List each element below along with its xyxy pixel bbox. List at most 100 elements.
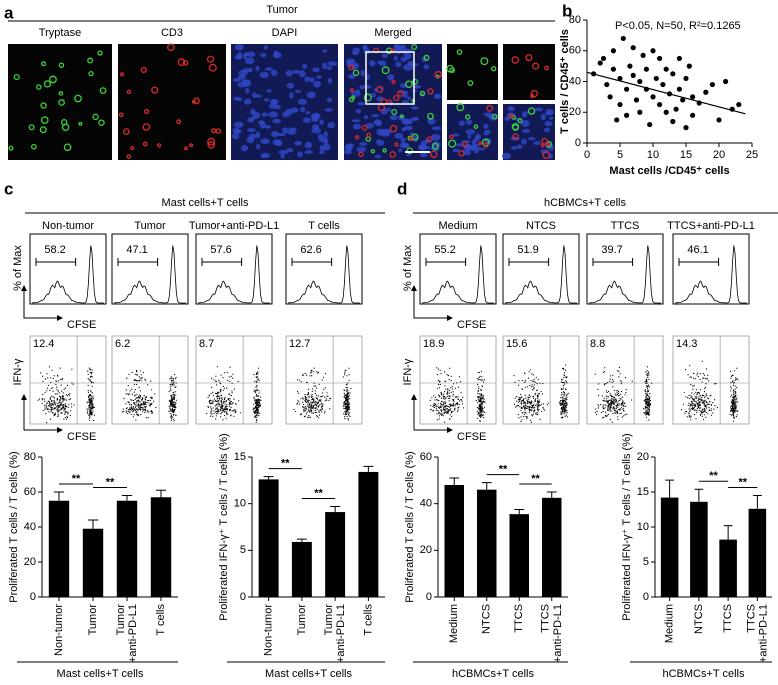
cell-dot bbox=[133, 400, 134, 401]
cell-dot bbox=[438, 403, 439, 404]
cell-dot bbox=[532, 386, 533, 387]
cell-dot bbox=[68, 407, 69, 408]
cell-dot bbox=[646, 417, 647, 418]
cell-dot bbox=[137, 405, 138, 406]
nucleus bbox=[309, 77, 315, 82]
cell-dot bbox=[57, 393, 58, 394]
point bbox=[670, 119, 675, 124]
cell-dot bbox=[521, 402, 522, 403]
cell-dot bbox=[617, 412, 618, 413]
cell-dot bbox=[620, 398, 621, 399]
cell-dot bbox=[625, 392, 626, 393]
cell-dot bbox=[525, 387, 526, 388]
cell-dot bbox=[690, 417, 691, 418]
cell-dot bbox=[565, 370, 566, 371]
cell-dot bbox=[692, 401, 693, 402]
nucleus bbox=[302, 64, 307, 70]
cell-dot bbox=[437, 388, 438, 389]
nucleus bbox=[261, 155, 265, 158]
cell-dot bbox=[565, 416, 566, 417]
cell-dot bbox=[605, 415, 606, 416]
cell-dot bbox=[612, 375, 613, 376]
nucleus bbox=[359, 142, 367, 146]
error-bar bbox=[514, 510, 524, 515]
point bbox=[657, 56, 662, 61]
cell-dot bbox=[221, 395, 222, 396]
cell-dot bbox=[480, 412, 481, 413]
cell-dot bbox=[152, 412, 153, 413]
nucleus bbox=[262, 112, 269, 116]
cell-dot bbox=[566, 395, 567, 396]
cell-dot bbox=[449, 379, 450, 380]
cell-dot bbox=[126, 412, 127, 413]
cell-dot bbox=[447, 391, 448, 392]
cell-dot bbox=[71, 406, 72, 407]
column-label: T cells bbox=[308, 220, 340, 232]
cell-dot bbox=[701, 397, 702, 398]
cell-dot bbox=[531, 414, 532, 415]
cell-dot bbox=[256, 414, 257, 415]
cell-dot bbox=[345, 408, 346, 409]
cell-dot bbox=[439, 387, 440, 388]
cell-dot bbox=[150, 381, 151, 382]
cell-dot bbox=[258, 412, 259, 413]
cell-dot bbox=[222, 419, 223, 420]
cell-dot bbox=[533, 411, 534, 412]
cell-dot bbox=[347, 418, 348, 419]
cell-dot bbox=[213, 395, 214, 396]
cell-dot bbox=[346, 375, 347, 376]
cell-dot bbox=[455, 388, 456, 389]
cell-dot bbox=[226, 401, 227, 402]
cell-dot bbox=[50, 411, 51, 412]
cell-dot bbox=[147, 411, 148, 412]
cell-dot bbox=[253, 374, 254, 375]
cell-dot bbox=[89, 402, 90, 403]
cell-dot bbox=[539, 383, 540, 384]
cell-dot bbox=[449, 404, 450, 405]
cell-dot bbox=[329, 408, 330, 409]
cell-dot bbox=[706, 412, 707, 413]
cell-dot bbox=[89, 413, 90, 414]
cell-dot bbox=[136, 401, 137, 402]
cell-dot bbox=[525, 395, 526, 396]
point bbox=[703, 90, 708, 95]
cell-dot bbox=[217, 395, 218, 396]
cell-dot bbox=[699, 405, 700, 406]
point bbox=[621, 36, 626, 41]
cell-dot bbox=[259, 400, 260, 401]
cell-dot bbox=[63, 410, 64, 411]
cell-dot bbox=[460, 381, 461, 382]
point bbox=[670, 71, 675, 76]
cell-dot bbox=[136, 406, 137, 407]
cell-dot bbox=[689, 411, 690, 412]
cell-dot bbox=[735, 385, 736, 386]
cell-dot bbox=[442, 414, 443, 415]
nucleus bbox=[376, 129, 384, 136]
cell-dot bbox=[692, 398, 693, 399]
cell-dot bbox=[704, 403, 705, 404]
cell-dot bbox=[137, 400, 138, 401]
cell-dot bbox=[614, 390, 615, 391]
cell-dot bbox=[303, 411, 304, 412]
cell-dot bbox=[562, 397, 563, 398]
cell-dot bbox=[562, 408, 563, 409]
cell-dot bbox=[258, 405, 259, 406]
nucleus bbox=[466, 119, 473, 125]
cell-dot bbox=[700, 373, 701, 374]
cell-dot bbox=[702, 410, 703, 411]
nucleus bbox=[400, 138, 406, 141]
cell-dot bbox=[216, 408, 217, 409]
cell-dot bbox=[646, 383, 647, 384]
cell-dot bbox=[695, 378, 696, 379]
cell-dot bbox=[89, 369, 90, 370]
nucleus bbox=[404, 126, 413, 131]
cell-dot bbox=[691, 408, 692, 409]
error-bar bbox=[264, 477, 274, 480]
cell-dot bbox=[561, 392, 562, 393]
cell-dot bbox=[452, 405, 453, 406]
nucleus bbox=[297, 151, 303, 157]
cell-dot bbox=[622, 397, 623, 398]
cell-dot bbox=[530, 380, 531, 381]
cell-dot bbox=[449, 396, 450, 397]
cell-dot bbox=[684, 392, 685, 393]
